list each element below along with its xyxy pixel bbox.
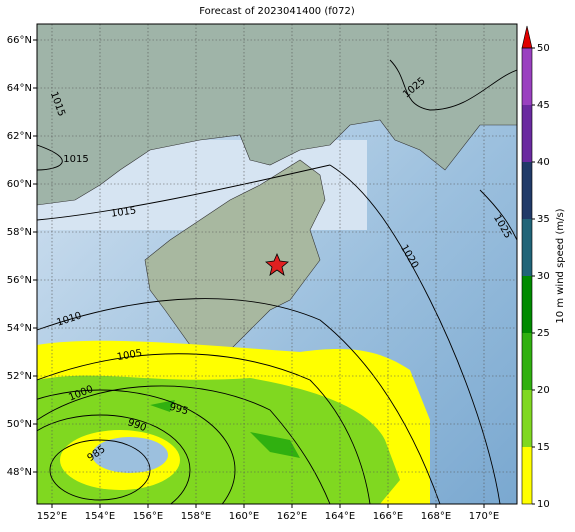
lat-tick-label: 54°N	[7, 323, 32, 334]
contour-label: 1015	[110, 205, 137, 219]
contour-label: 1015	[63, 154, 88, 165]
lon-tick-label: 160°E	[229, 511, 259, 522]
lon-tick-label: 164°E	[325, 511, 355, 522]
colorbar-tick-label: 40	[537, 157, 550, 168]
lat-tick-label: 50°N	[7, 419, 32, 430]
colorbar-extend	[521, 25, 533, 49]
colorbar-segment	[522, 48, 532, 105]
colorbar-label: 10 m wind speed (m/s)	[555, 208, 566, 323]
lat-tick-label: 52°N	[7, 371, 32, 382]
lon-tick-label: 152°E	[37, 511, 67, 522]
colorbar-tick-label: 30	[537, 271, 550, 282]
wind-25	[150, 400, 175, 412]
colorbar-segment	[522, 276, 532, 333]
contour-label: 1005	[116, 348, 143, 363]
map-area: 1015 1015 1025 1015 1020 1025 1010 1005 …	[37, 24, 517, 504]
colorbar-tick-label: 50	[537, 43, 550, 54]
lat-tick-label: 64°N	[7, 83, 32, 94]
colorbar-segment	[522, 390, 532, 447]
lat-tick-label: 58°N	[7, 227, 32, 238]
colorbar-segment	[522, 447, 532, 504]
lat-tick-label: 48°N	[7, 467, 32, 478]
location-marker	[265, 252, 289, 276]
lon-tick-label: 170°E	[469, 511, 499, 522]
title: Forecast of 2023041400 (f072)	[199, 6, 355, 17]
colorbar-segment	[522, 219, 532, 276]
wind-25	[250, 432, 300, 458]
colorbar-tick-label: 45	[537, 100, 550, 111]
colorbar: 10 15 20 25 30 35 40 45 50	[521, 25, 550, 510]
map-frame	[36, 23, 518, 505]
colorbar-tick-label: 15	[537, 442, 550, 453]
colorbar-tick-label: 25	[537, 328, 550, 339]
isobars	[37, 59, 517, 504]
colorbar-tick-label: 10	[537, 499, 550, 510]
lat-tick-label: 62°N	[7, 131, 32, 142]
contour-label: 995	[168, 402, 189, 418]
lon-tick-label: 168°E	[421, 511, 451, 522]
lat-tick-label: 60°N	[7, 179, 32, 190]
lat-tick-label: 56°N	[7, 275, 32, 286]
lon-tick-label: 162°E	[277, 511, 307, 522]
graticule	[37, 24, 517, 504]
colorbar-segment	[522, 162, 532, 219]
lat-tick-label: 66°N	[7, 35, 32, 46]
colorbar-tick-label: 20	[537, 385, 550, 396]
lon-tick-label: 166°E	[373, 511, 403, 522]
colorbar-segment	[522, 105, 532, 162]
axes: 152°E 154°E 156°E 158°E 160°E 162°E 164°E 166°E…	[7, 35, 499, 522]
colorbar-tick-label: 35	[537, 214, 550, 225]
colorbar-segment	[522, 333, 532, 390]
lon-tick-label: 156°E	[133, 511, 163, 522]
lon-tick-label: 158°E	[181, 511, 211, 522]
lon-tick-label: 154°E	[85, 511, 115, 522]
